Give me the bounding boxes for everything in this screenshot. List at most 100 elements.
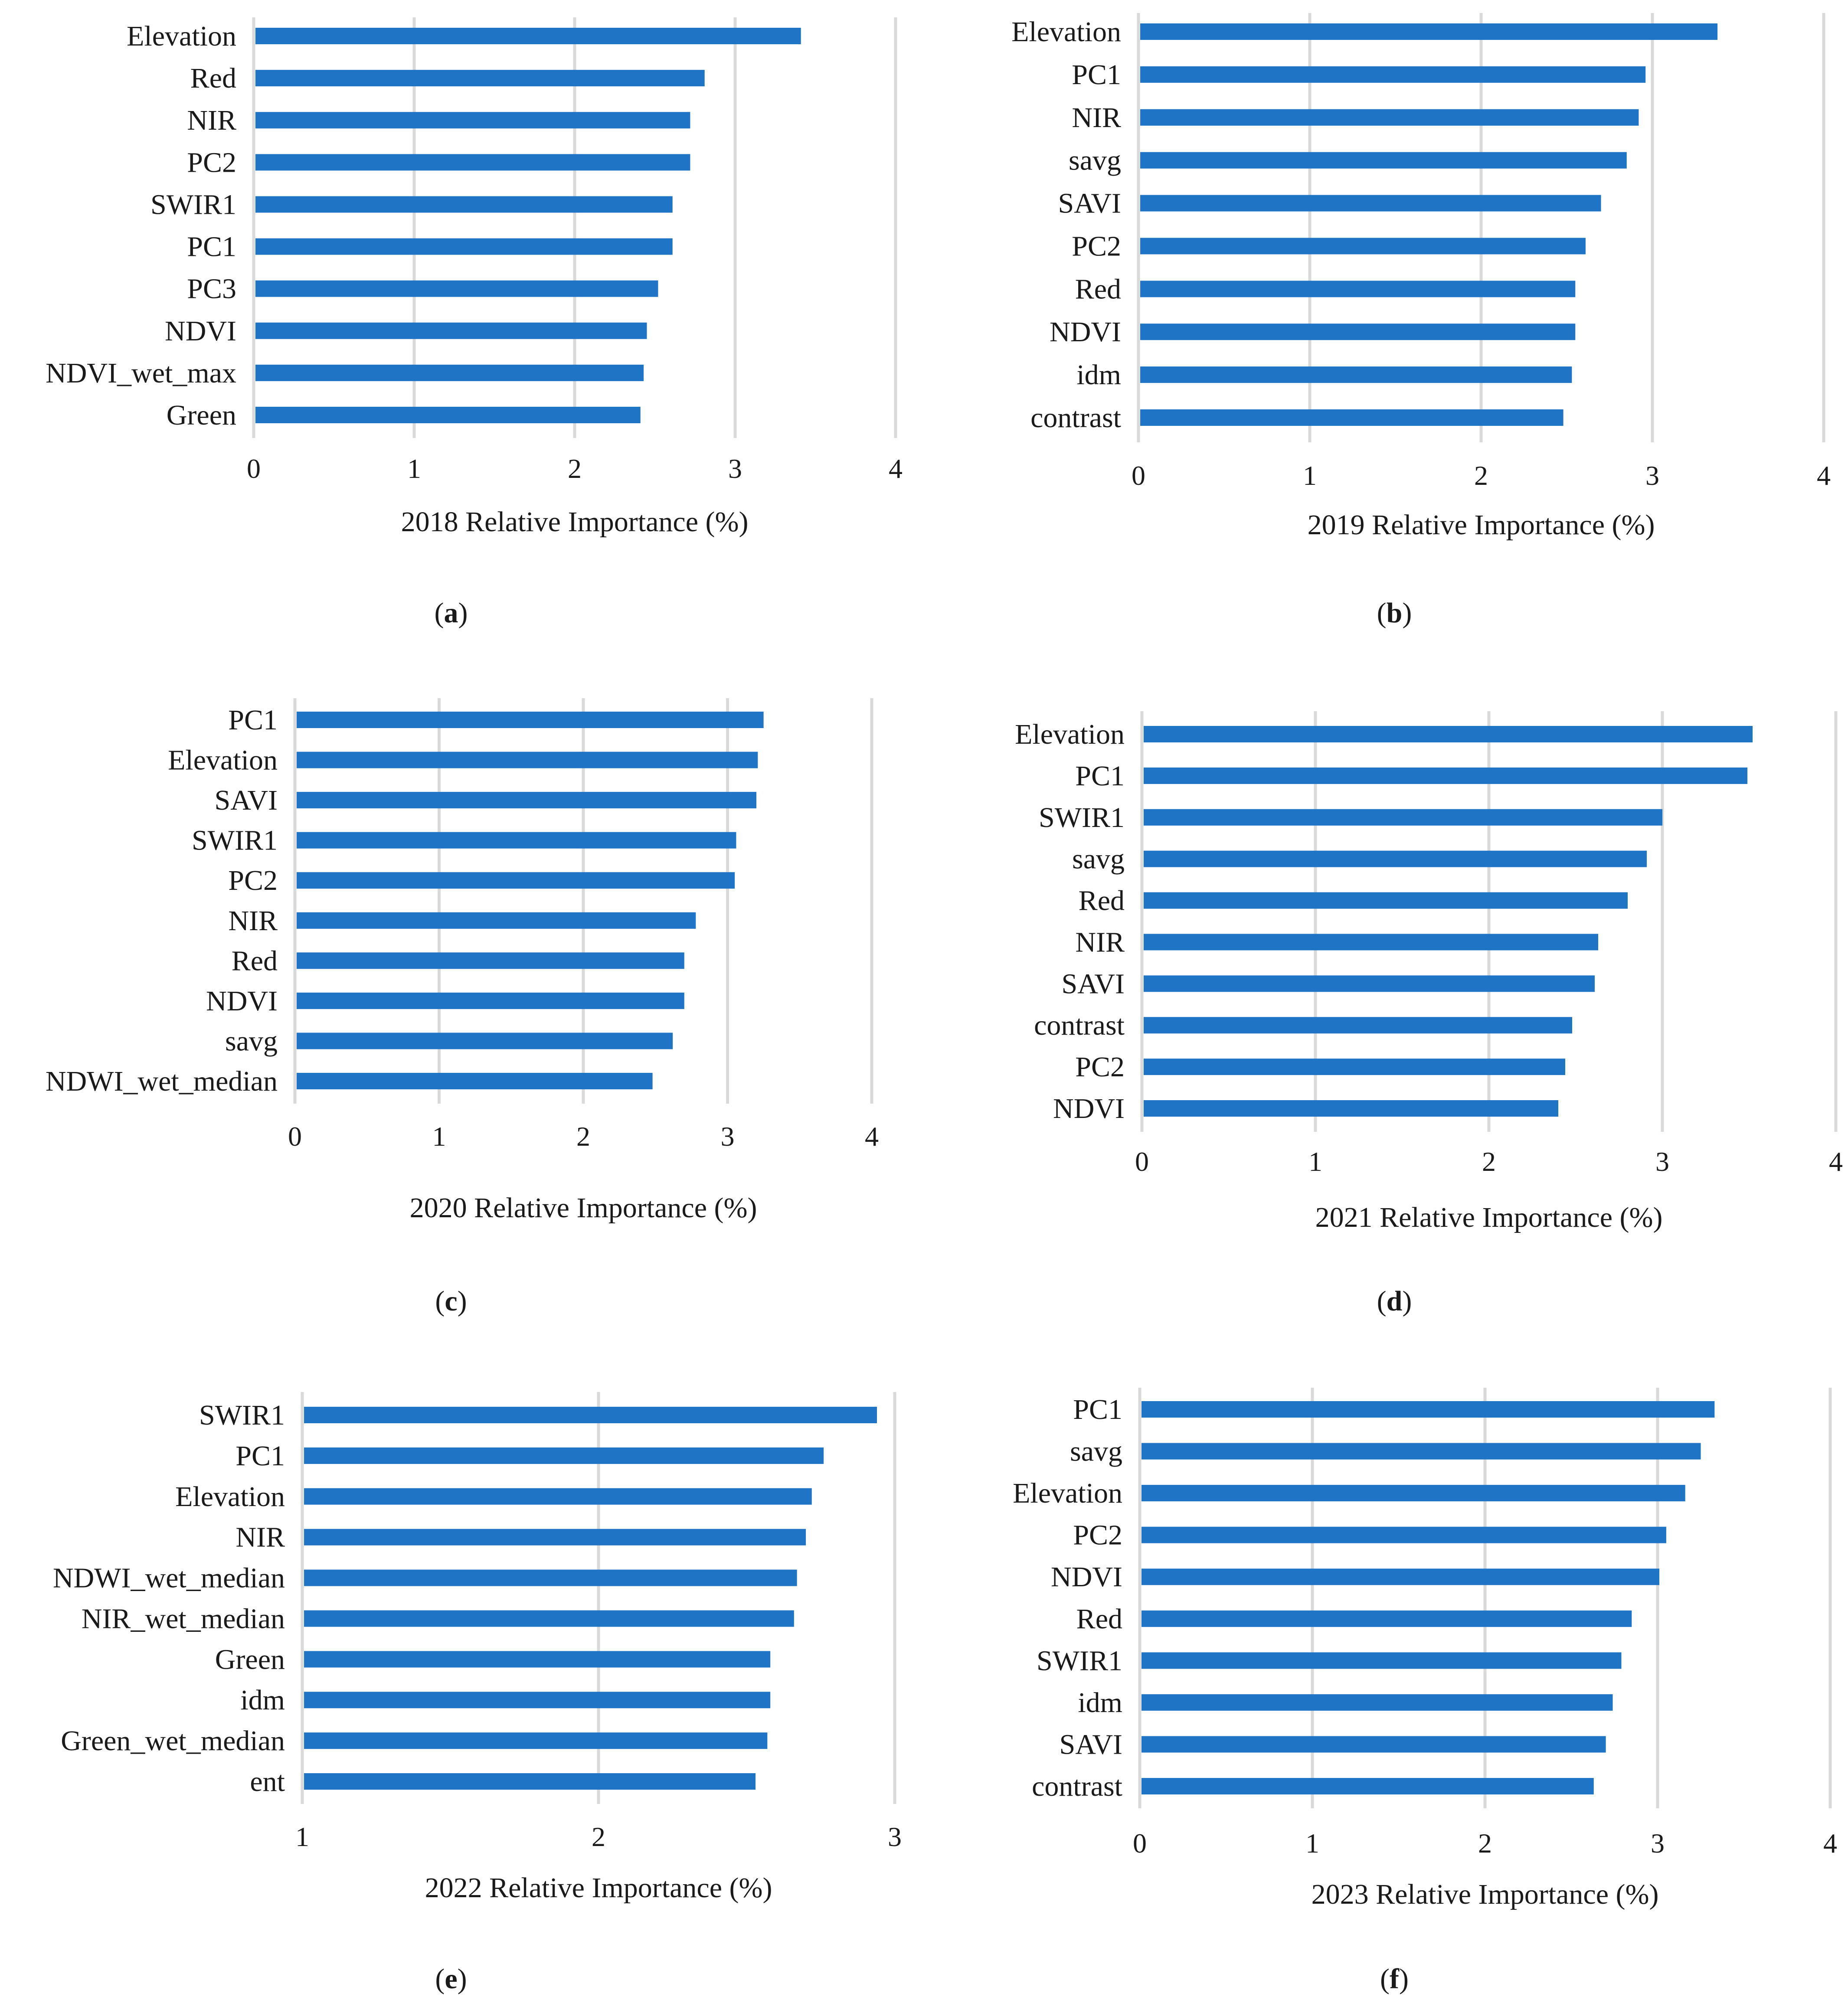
panel-label: (e) bbox=[435, 1963, 467, 1995]
x-tick-label: 1 bbox=[1308, 1146, 1322, 1177]
bar-pc2 bbox=[255, 154, 690, 171]
category-label: PC1 bbox=[1072, 59, 1121, 91]
bar-swir1 bbox=[297, 832, 736, 849]
bar-swir1 bbox=[304, 1407, 877, 1423]
category-label: Elevation bbox=[1015, 719, 1125, 750]
bar-ndvi bbox=[1144, 1100, 1558, 1117]
category-label: Elevation bbox=[168, 745, 278, 776]
bar-savi bbox=[1140, 195, 1601, 212]
bar-ndvi bbox=[1140, 324, 1576, 340]
bar-ndvi-wet-max bbox=[255, 364, 644, 381]
bar-swir1 bbox=[255, 196, 673, 213]
bar-swir1 bbox=[1142, 1652, 1622, 1669]
bar-green-wet-median bbox=[304, 1732, 768, 1749]
category-label: SWIR1 bbox=[192, 825, 278, 856]
category-label: PC3 bbox=[187, 273, 236, 305]
x-tick-label: 4 bbox=[1829, 1146, 1843, 1177]
bar-red bbox=[1140, 281, 1576, 297]
category-label: ent bbox=[250, 1766, 285, 1797]
x-tick-label: 3 bbox=[728, 453, 742, 484]
category-label: SWIR1 bbox=[150, 189, 236, 220]
panel-label: (b) bbox=[1377, 597, 1412, 629]
bar-nir bbox=[1144, 934, 1598, 951]
x-tick-label: 2 bbox=[576, 1121, 590, 1152]
bar-nir-wet-median bbox=[304, 1610, 794, 1627]
x-axis-title: 2021 Relative Importance (%) bbox=[1315, 1202, 1663, 1233]
bar-elevation bbox=[1144, 726, 1753, 742]
x-tick-label: 1 bbox=[432, 1121, 446, 1152]
category-label: SWIR1 bbox=[199, 1399, 285, 1431]
category-label: PC2 bbox=[1072, 230, 1121, 262]
bar-pc2 bbox=[1144, 1059, 1565, 1075]
category-label: savg bbox=[1070, 1436, 1122, 1467]
x-tick-label: 4 bbox=[1823, 1828, 1837, 1859]
chart-panel-c: 0 1 2 3 4 PC1 Elevation SAVI SWIR1 PC2 NIR Red NDVI s… bbox=[46, 698, 879, 1317]
category-label: NDWI_wet_median bbox=[53, 1562, 285, 1594]
category-label: NIR_wet_median bbox=[82, 1603, 285, 1634]
x-tick-label: 3 bbox=[721, 1121, 735, 1152]
category-label: savg bbox=[225, 1025, 278, 1057]
category-label: NIR bbox=[1075, 926, 1125, 958]
bar-pc2 bbox=[1140, 238, 1586, 255]
bar-nir bbox=[304, 1529, 806, 1546]
x-tick-label: 2 bbox=[568, 453, 582, 484]
category-label: Elevation bbox=[1011, 16, 1121, 48]
bar-red bbox=[1144, 892, 1628, 909]
category-label: SAVI bbox=[1061, 968, 1125, 1000]
bar-ndwi-wet-median bbox=[297, 1073, 653, 1089]
x-tick-label: 3 bbox=[888, 1821, 902, 1852]
x-tick-label: 0 bbox=[1132, 460, 1145, 491]
bar-pc1 bbox=[297, 712, 764, 728]
bar-savg bbox=[1142, 1443, 1701, 1460]
bar-idm bbox=[1142, 1694, 1613, 1711]
bar-nir bbox=[1140, 109, 1639, 126]
category-label: NDVI bbox=[1050, 316, 1121, 348]
category-label: contrast bbox=[1034, 1010, 1125, 1041]
bar-pc2 bbox=[1142, 1526, 1666, 1543]
bar-contrast bbox=[1140, 409, 1563, 426]
x-tick-label: 2 bbox=[592, 1821, 605, 1852]
category-label: NDWI_wet_median bbox=[46, 1065, 278, 1097]
chart-panel-f: 0 1 2 3 4 PC1 savg Elevation PC2 NDVI Red SWIR1 idm S… bbox=[1013, 1388, 1837, 1995]
bar-elevation bbox=[304, 1488, 812, 1505]
category-label: SAVI bbox=[1058, 188, 1121, 219]
category-label: SAVI bbox=[214, 784, 278, 816]
category-label: idm bbox=[1078, 1687, 1122, 1719]
category-label: NIR bbox=[235, 1522, 285, 1553]
bar-savg bbox=[297, 1033, 673, 1049]
category-label: savg bbox=[1069, 145, 1121, 176]
category-label: PC1 bbox=[1075, 760, 1125, 792]
category-label: Elevation bbox=[1013, 1477, 1122, 1509]
x-tick-label: 1 bbox=[1303, 460, 1317, 491]
bar-savi bbox=[1142, 1736, 1606, 1753]
bar-savi bbox=[1144, 975, 1595, 992]
x-tick-label: 0 bbox=[247, 453, 261, 484]
bar-pc1 bbox=[1142, 1401, 1715, 1418]
bar-elevation bbox=[1140, 23, 1718, 40]
panel-label: (d) bbox=[1377, 1285, 1412, 1317]
x-tick-label: 4 bbox=[865, 1121, 879, 1152]
x-axis-title: 2019 Relative Importance (%) bbox=[1308, 509, 1655, 541]
bar-savg bbox=[1140, 152, 1627, 169]
category-label: NIR bbox=[228, 905, 278, 937]
chart-panel-b: 0 1 2 3 4 Elevation PC1 NIR savg SAVI PC2 Red NDVI id… bbox=[1011, 13, 1831, 629]
category-label: Green bbox=[167, 399, 236, 431]
x-tick-label: 2 bbox=[1474, 460, 1488, 491]
bar-pc2 bbox=[297, 872, 735, 889]
category-label: Red bbox=[190, 62, 236, 94]
panel-label: (a) bbox=[435, 597, 468, 629]
category-label: NDVI_wet_max bbox=[46, 357, 236, 389]
category-label: PC1 bbox=[228, 704, 278, 736]
category-label: PC2 bbox=[187, 147, 236, 178]
x-tick-label: 3 bbox=[1645, 460, 1659, 491]
bar-red bbox=[255, 70, 705, 87]
category-label: NDVI bbox=[1051, 1561, 1122, 1593]
category-label: SWIR1 bbox=[1037, 1645, 1122, 1676]
x-tick-label: 3 bbox=[1651, 1828, 1665, 1859]
bar-elevation bbox=[297, 752, 758, 768]
category-label: PC1 bbox=[187, 231, 236, 263]
x-axis-title: 2023 Relative Importance (%) bbox=[1312, 1879, 1659, 1910]
category-label: Elevation bbox=[127, 20, 236, 52]
x-axis-title: 2018 Relative Importance (%) bbox=[401, 506, 749, 538]
bar-savg bbox=[1144, 850, 1647, 867]
